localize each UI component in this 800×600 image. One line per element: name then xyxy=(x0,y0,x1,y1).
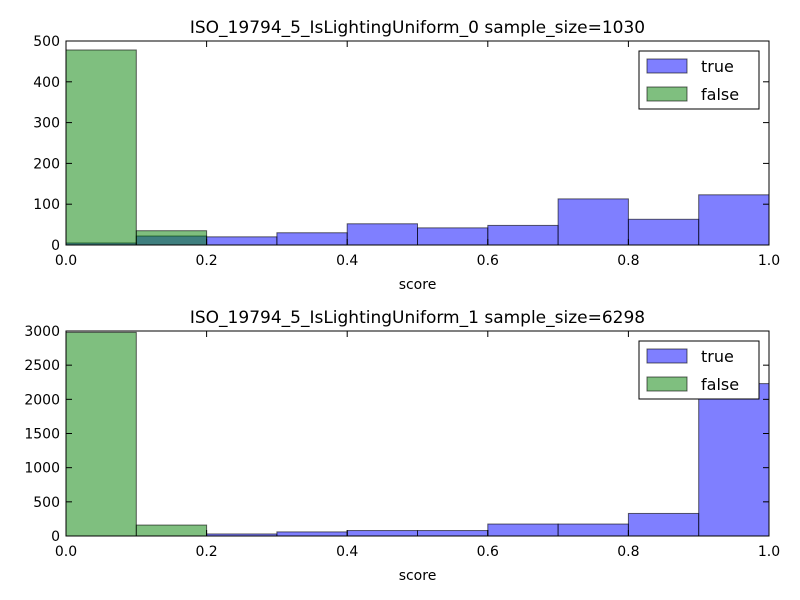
x-tick-label: 0.6 xyxy=(477,544,499,560)
legend-swatch-false xyxy=(646,376,688,392)
x-tick-label: 0.6 xyxy=(477,253,499,269)
x-tick-label: 0.8 xyxy=(617,544,639,560)
bar-true-6 xyxy=(487,224,559,246)
legend: true false xyxy=(638,50,760,110)
x-tick-label: 0.0 xyxy=(55,253,77,269)
y-tick-label: 0 xyxy=(51,529,60,545)
bar-true-8 xyxy=(627,512,700,537)
y-tick-label: 1500 xyxy=(24,427,60,443)
legend-label-true: true xyxy=(701,57,734,76)
bar-true-7 xyxy=(557,198,629,246)
chart-title: ISO_19794_5_IsLightingUniform_0 sample_s… xyxy=(190,18,645,38)
y-tick-label: 200 xyxy=(33,156,60,172)
bar-true-4 xyxy=(346,223,419,246)
bar-true-4 xyxy=(346,530,419,537)
bar-true-3 xyxy=(276,531,348,537)
y-tick-label: 400 xyxy=(33,75,60,91)
x-tick-label: 0.2 xyxy=(195,253,217,269)
x-tick-label: 0.4 xyxy=(336,544,358,560)
bar-true-3 xyxy=(276,232,348,246)
bar-true-2 xyxy=(206,236,278,246)
y-tick-label: 2500 xyxy=(24,358,60,374)
bar-true-9 xyxy=(698,383,770,537)
x-tick-label: 1.0 xyxy=(758,544,780,560)
bar-false-1 xyxy=(135,230,208,246)
legend-swatch-false xyxy=(646,86,688,102)
bar-true-6 xyxy=(487,523,559,537)
y-tick-label: 0 xyxy=(51,238,60,254)
legend: true false xyxy=(638,340,760,400)
bar-false-1 xyxy=(135,524,208,537)
x-tick-label: 0.4 xyxy=(336,253,358,269)
y-tick-label: 2000 xyxy=(24,392,60,408)
bar-false-0 xyxy=(65,331,137,537)
legend-label-false: false xyxy=(701,375,739,394)
y-tick-label: 500 xyxy=(33,34,60,50)
legend-swatch-true xyxy=(646,348,688,364)
chart-1: ISO_19794_5_IsLightingUniform_1 sample_s… xyxy=(24,308,780,584)
y-tick-label: 1000 xyxy=(24,461,60,477)
x-tick-label: 0.0 xyxy=(55,544,77,560)
legend-swatch-true xyxy=(646,58,688,74)
x-tick-label: 0.8 xyxy=(617,253,639,269)
y-tick-label: 3000 xyxy=(24,324,60,340)
y-tick-label: 500 xyxy=(33,495,60,511)
bar-true-9 xyxy=(698,194,770,246)
chart-title: ISO_19794_5_IsLightingUniform_1 sample_s… xyxy=(190,308,645,328)
x-axis-label: score xyxy=(399,277,437,293)
bar-true-5 xyxy=(417,530,489,537)
x-tick-label: 1.0 xyxy=(758,253,780,269)
x-axis-label: score xyxy=(399,568,437,584)
bar-true-8 xyxy=(627,218,700,246)
y-tick-label: 300 xyxy=(33,116,60,132)
bar-true-7 xyxy=(557,523,629,537)
x-tick-label: 0.2 xyxy=(195,544,217,560)
y-tick-label: 100 xyxy=(33,197,60,213)
bar-true-5 xyxy=(417,227,489,246)
chart-0: ISO_19794_5_IsLightingUniform_0 sample_s… xyxy=(33,18,780,293)
legend-label-false: false xyxy=(701,85,739,104)
bar-false-0 xyxy=(65,49,137,246)
plot-frame xyxy=(65,40,770,246)
legend-label-true: true xyxy=(701,347,734,366)
